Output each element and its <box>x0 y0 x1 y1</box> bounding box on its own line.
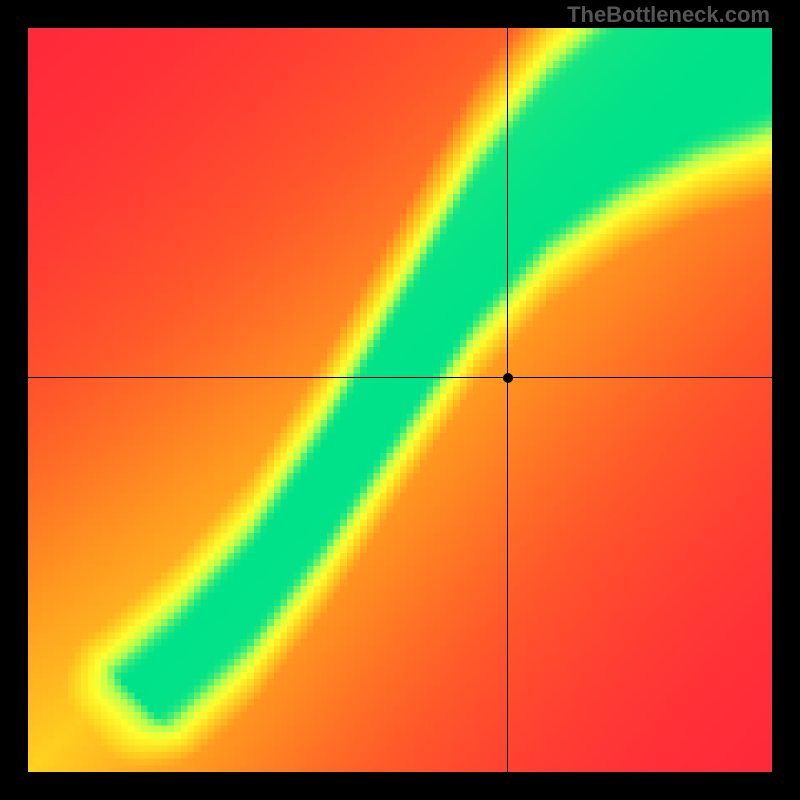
heatmap-canvas <box>28 28 772 772</box>
crosshair-horizontal <box>28 377 772 378</box>
watermark-label: TheBottleneck.com <box>567 2 770 28</box>
marker-dot <box>503 373 513 383</box>
crosshair-vertical <box>507 28 508 772</box>
plot-area <box>28 28 772 772</box>
